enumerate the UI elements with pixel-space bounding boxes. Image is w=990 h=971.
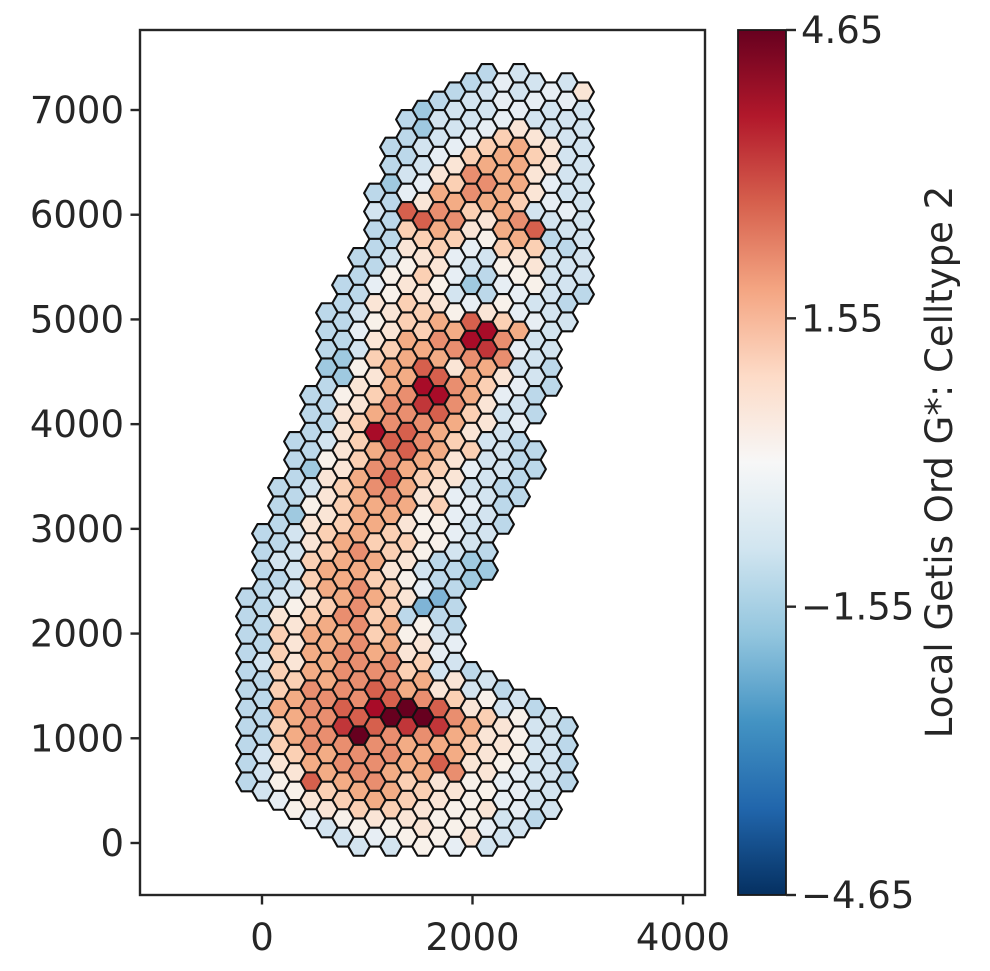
y-tick-label: 3000: [30, 508, 124, 551]
y-tick-label: 7000: [30, 89, 124, 132]
colorbar-tick-label: 1.55: [801, 297, 883, 340]
y-tick-label: 5000: [30, 298, 124, 341]
x-tick-label: 4000: [636, 916, 730, 959]
y-tick-label: 6000: [30, 194, 124, 237]
colorbar-tick-label: 4.65: [801, 9, 883, 52]
y-axis: 0 1000 2000 3000 4000 5000 6000 7000: [30, 89, 140, 865]
hexbin-layer: [235, 63, 595, 857]
colorbar-tick-label: −4.65: [801, 874, 914, 917]
hex-cell: [411, 835, 435, 857]
hex-cell: [443, 835, 467, 857]
x-tick-label: 0: [250, 916, 274, 959]
hex-cell: [347, 835, 371, 857]
colorbar-tick-label: −1.55: [801, 586, 914, 629]
colorbar: 4.65 1.55 −1.55 −4.65 Local Getis Ord G*: C…: [737, 9, 961, 917]
colorbar-ticks: 4.65 1.55 −1.55 −4.65: [786, 9, 914, 917]
y-tick-label: 2000: [30, 613, 124, 656]
x-axis: 0 2000 4000: [250, 895, 730, 959]
y-tick-label: 1000: [30, 717, 124, 760]
colorbar-label: Local Getis Ord G*: Celltype 2: [918, 186, 961, 738]
colorbar-gradient: [737, 29, 787, 896]
y-tick-label: 4000: [30, 403, 124, 446]
y-tick-label: 0: [100, 822, 124, 865]
hex-cell: [475, 835, 499, 857]
x-tick-label: 2000: [425, 916, 519, 959]
hex-cell: [379, 835, 403, 857]
